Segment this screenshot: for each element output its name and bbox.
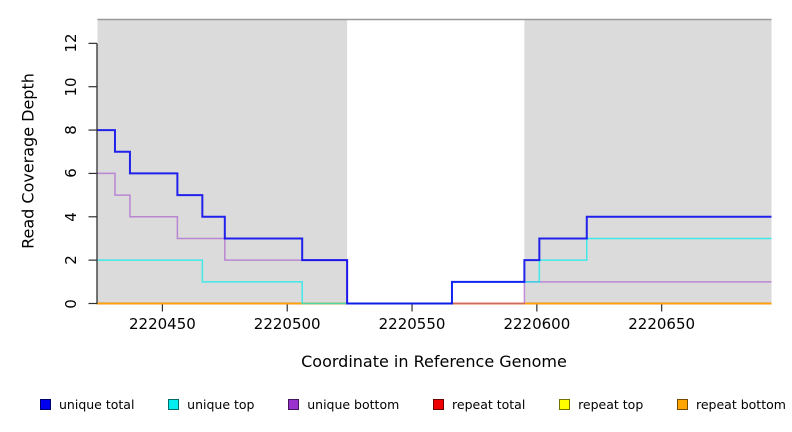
legend-swatch-icon — [559, 399, 571, 410]
y-tick-label: 0 — [62, 298, 80, 309]
legend-label: repeat bottom — [696, 397, 786, 412]
legend-label: repeat total — [452, 397, 526, 412]
legend-entry-repeat-top: repeat top — [559, 397, 643, 412]
legend-label: unique top — [187, 397, 255, 412]
legend-swatch-icon — [433, 399, 445, 410]
y-tick-label: 12 — [62, 33, 80, 53]
legend-label: unique bottom — [307, 397, 400, 412]
legend-swatch-icon — [677, 399, 688, 410]
legend-entry-unique-bottom: unique bottom — [288, 397, 399, 412]
x-tick-label: 2220600 — [503, 315, 571, 333]
y-tick-label: 4 — [62, 212, 80, 222]
shaded-region — [524, 19, 772, 305]
x-tick-label: 2220500 — [253, 315, 321, 333]
legend: unique total unique top unique bottom repea… — [40, 397, 786, 412]
y-tick-label: 6 — [62, 168, 80, 179]
x-tick-label: 2220450 — [128, 315, 196, 333]
series-unique-total — [97, 129, 772, 305]
y-tick-label: 2 — [62, 255, 80, 265]
legend-swatch-icon — [168, 399, 180, 410]
series-unique-bottom — [97, 172, 772, 305]
x-tick-label: 2220550 — [378, 315, 446, 333]
legend-entry-repeat-total: repeat total — [433, 397, 525, 412]
legend-entry-unique-top: unique top — [168, 397, 254, 412]
legend-entry-unique-total: unique total — [40, 397, 134, 412]
x-tick-label: 2220650 — [628, 315, 696, 333]
y-axis-title: Read Coverage Depth — [18, 73, 38, 249]
y-tick-label: 8 — [62, 125, 80, 135]
legend-swatch-icon — [288, 399, 300, 410]
legend-entry-repeat-bottom: repeat bottom — [677, 397, 786, 412]
legend-swatch-icon — [40, 399, 51, 410]
legend-label: repeat top — [578, 397, 644, 412]
legend-label: unique total — [59, 397, 135, 412]
y-tick-label: 10 — [62, 77, 80, 97]
x-axis-title: Coordinate in Reference Genome — [301, 352, 567, 371]
shaded-region — [97, 19, 348, 305]
